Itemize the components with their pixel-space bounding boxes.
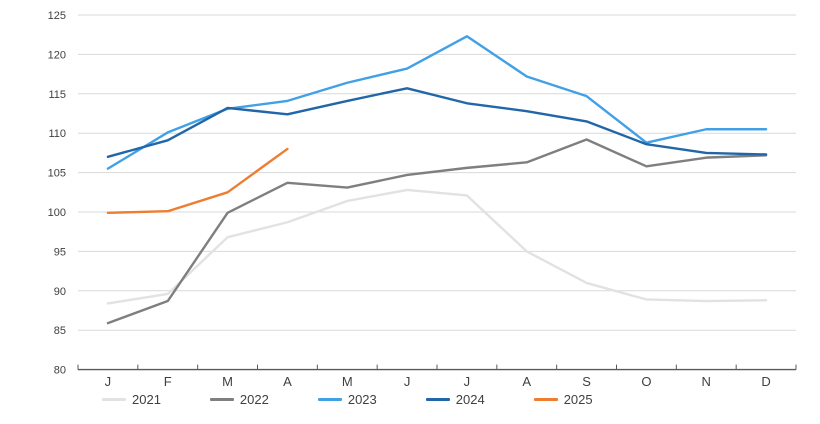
y-axis-label: 100 bbox=[48, 207, 66, 219]
x-axis-label: J bbox=[464, 374, 471, 389]
legend-swatch-2025 bbox=[533, 398, 558, 401]
series-line-2023 bbox=[106, 35, 768, 170]
series-line-2022 bbox=[106, 138, 768, 325]
x-axis-label: M bbox=[342, 374, 353, 389]
y-axis-label: 90 bbox=[54, 286, 66, 298]
legend-label-2023: 2023 bbox=[347, 392, 377, 407]
chart-legend: 2021 2022 2023 2024 2025 bbox=[102, 392, 593, 407]
y-axis-label: 80 bbox=[54, 365, 66, 377]
y-axis-label: 95 bbox=[54, 246, 66, 258]
legend-swatch-2021 bbox=[102, 398, 126, 401]
legend-item-2021: 2021 bbox=[102, 392, 161, 407]
legend-item-2023: 2023 bbox=[317, 392, 377, 407]
x-axis-label: S bbox=[582, 374, 591, 389]
y-axis-label: 115 bbox=[48, 89, 66, 101]
y-axis-label: 105 bbox=[48, 168, 66, 180]
x-axis-label: N bbox=[702, 374, 711, 389]
series-line-2024 bbox=[106, 87, 768, 159]
legend-label-2024: 2024 bbox=[455, 392, 485, 407]
legend-item-2025: 2025 bbox=[533, 392, 593, 407]
legend-item-2022: 2022 bbox=[209, 392, 269, 407]
legend-label-2025: 2025 bbox=[563, 392, 593, 407]
series-line-2025 bbox=[106, 147, 289, 214]
y-axis-label: 120 bbox=[48, 49, 66, 61]
x-axis-label: O bbox=[641, 374, 651, 389]
legend-swatch-2024 bbox=[425, 398, 450, 401]
legend-label-2022: 2022 bbox=[239, 392, 269, 407]
x-axis-label: J bbox=[404, 374, 411, 389]
x-axis-label: A bbox=[283, 374, 292, 389]
legend-label-2021: 2021 bbox=[132, 392, 161, 407]
series-line-2021 bbox=[106, 188, 768, 305]
legend-swatch-2022 bbox=[209, 398, 234, 401]
x-axis-label: A bbox=[522, 374, 531, 389]
y-axis-label: 125 bbox=[48, 10, 66, 22]
x-axis-label: F bbox=[164, 374, 172, 389]
y-axis-label: 85 bbox=[54, 325, 66, 337]
x-axis-label: J bbox=[105, 374, 112, 389]
x-axis-label: M bbox=[222, 374, 233, 389]
legend-item-2024: 2024 bbox=[425, 392, 485, 407]
x-axis-label: D bbox=[761, 374, 770, 389]
legend-swatch-2023 bbox=[317, 398, 342, 401]
y-axis-label: 110 bbox=[48, 128, 66, 140]
